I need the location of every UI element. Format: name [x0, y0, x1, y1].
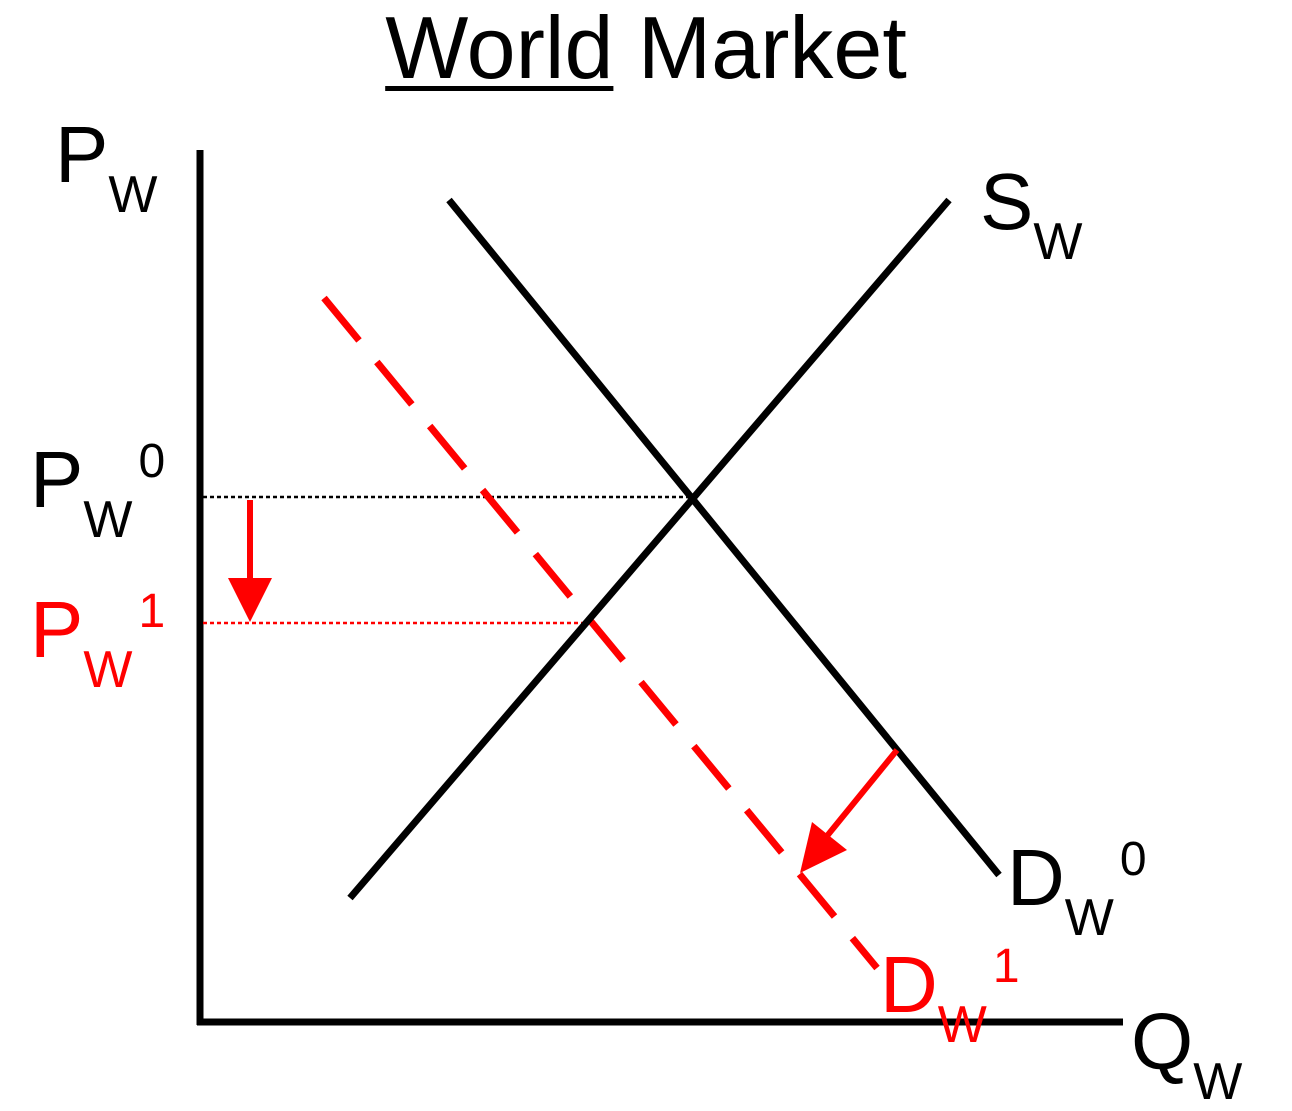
demand-curve-original: [446, 197, 1002, 878]
supply-label-main: S: [980, 157, 1034, 246]
quantity-axis-label-sub: W: [1193, 1053, 1243, 1111]
supply-label-sub: W: [1033, 213, 1083, 271]
price0-label: PW0: [30, 438, 165, 547]
price-axis-label-main: P: [55, 110, 109, 199]
title-rest: Market: [637, 0, 907, 97]
supply-curve: [347, 197, 952, 901]
demand-curve-shifted: [321, 295, 880, 971]
demand0-label-main: D: [1007, 833, 1065, 922]
price1-label-sup: 1: [138, 585, 166, 638]
price-drop-arrow-head: [228, 578, 272, 622]
price1-label-main: P: [30, 585, 84, 674]
demand1-curve-label: DW1: [880, 943, 1020, 1052]
diagram-title: World Market: [0, 4, 1292, 92]
price1-label-sub: W: [83, 641, 133, 699]
demand-shift-arrow-head: [800, 822, 847, 873]
price1-label: PW1: [30, 588, 165, 697]
demand1-label-main: D: [880, 940, 938, 1029]
price0-label-sup: 0: [138, 435, 166, 488]
supply-curve-label: SW: [980, 162, 1082, 269]
demand1-label-sub: W: [937, 996, 987, 1054]
price0-label-main: P: [30, 435, 84, 524]
demand0-label-sub: W: [1064, 889, 1114, 947]
title-underlined-word: World: [385, 0, 614, 97]
price-axis-label: PW: [55, 115, 157, 222]
price0-label-sub: W: [83, 491, 133, 549]
price-axis-label-sub: W: [108, 166, 158, 224]
demand-shift-arrow-shaft: [824, 748, 900, 838]
quantity-axis-label: QW: [1131, 1002, 1242, 1109]
demand0-label-sup: 0: [1119, 833, 1147, 886]
quantity-axis-label-main: Q: [1131, 997, 1194, 1086]
demand0-curve-label: DW0: [1007, 836, 1147, 945]
demand1-label-sup: 1: [992, 940, 1020, 993]
